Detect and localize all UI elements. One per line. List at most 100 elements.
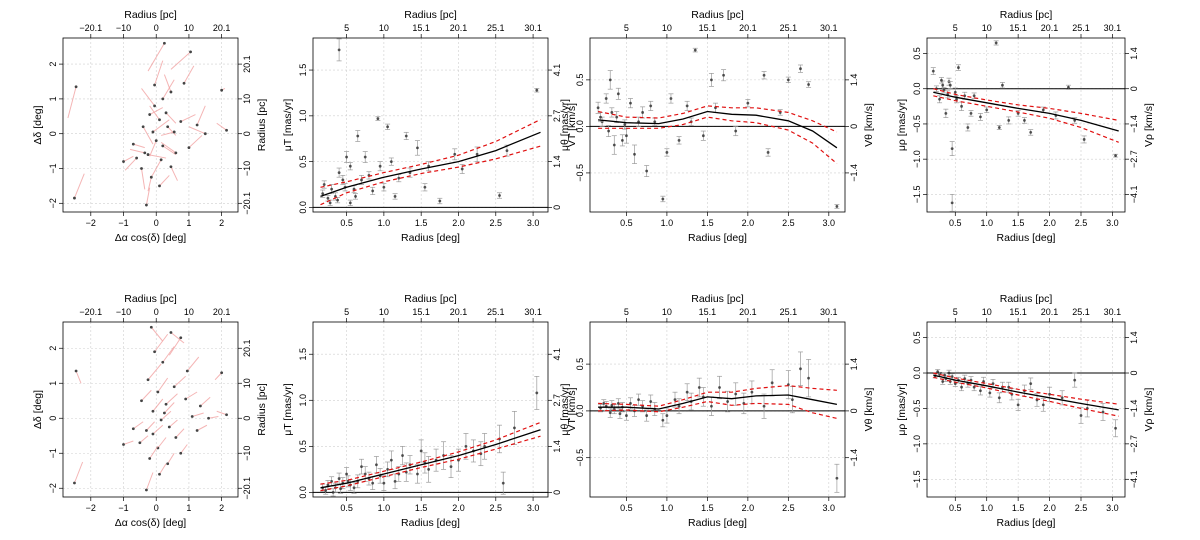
data-point [386, 125, 390, 129]
motion-vector [196, 424, 208, 431]
motion-vector [162, 79, 175, 100]
data-point [608, 78, 612, 82]
x-tick-label: 1.5 [1012, 218, 1025, 228]
data-point [762, 404, 766, 408]
y-tick-label: −0.5 [575, 449, 585, 467]
x-tick-label: 2 [219, 218, 224, 228]
top-tick-label: 5 [344, 307, 349, 317]
right-tick-label: 1.4 [849, 74, 859, 87]
data-point [685, 390, 689, 394]
x-tick-label: 0.5 [620, 503, 633, 513]
right-tick-label: −20.1 [242, 192, 252, 215]
data-point [665, 151, 669, 154]
data-point [950, 201, 954, 205]
star-point [169, 165, 173, 169]
data-point [835, 476, 839, 480]
data-point [371, 189, 375, 193]
data-point [360, 178, 363, 182]
top-axis-title: Radius [pc] [124, 293, 177, 305]
x-axis-title: Radius [deg] [688, 232, 747, 244]
data-point [734, 129, 738, 133]
data-point [625, 414, 628, 417]
data-point [475, 152, 479, 156]
star-point [131, 427, 135, 431]
star-point [153, 83, 156, 87]
x-tick-label: 2.5 [490, 503, 503, 513]
right-tick-label: −1.4 [1129, 400, 1139, 418]
right-axis-title: Vθ [km/s] [863, 388, 875, 432]
data-point [770, 381, 774, 385]
data-point [498, 194, 501, 197]
top-tick-label: 15.1 [699, 307, 717, 317]
x-tick-label: −1 [118, 218, 128, 228]
top-tick-label: 5 [953, 307, 958, 317]
data-point [944, 111, 948, 115]
motion-vector [162, 346, 175, 363]
motion-vector [170, 332, 185, 344]
y-tick-label: 0 [48, 416, 58, 421]
y-tick-label: 0.0 [298, 486, 308, 499]
x-tick-label: 0.5 [949, 218, 962, 228]
data-point [322, 183, 326, 186]
data-point [673, 398, 677, 402]
data-point [345, 155, 348, 159]
y-axis-title: μT [mas/yr] [282, 99, 294, 152]
top-axis-title: Radius [pc] [404, 9, 457, 21]
motion-vector [173, 375, 187, 388]
star-point [74, 85, 78, 89]
motion-vector [170, 51, 191, 70]
x-tick-label: 2.5 [1075, 218, 1088, 228]
y-axis-title: Δδ [deg] [32, 105, 44, 144]
y-tick-label: −0.5 [912, 400, 922, 418]
motion-vector [147, 177, 152, 192]
panel-r1p1 [309, 318, 552, 501]
top-tick-label: 10 [982, 307, 992, 317]
motion-vector [149, 140, 157, 157]
data-point [641, 111, 645, 114]
star-point [159, 158, 163, 162]
ci-upper-line [598, 384, 837, 407]
star-point [220, 88, 224, 92]
y-tick-label: 0 [48, 131, 58, 136]
top-tick-label: 25.1 [487, 23, 505, 33]
x-tick-label: 1.0 [661, 503, 674, 513]
star-point [138, 441, 142, 445]
motion-vector [168, 337, 182, 356]
motion-vector [145, 472, 154, 491]
data-point [766, 151, 770, 154]
top-tick-label: 10 [662, 307, 672, 317]
data-point [464, 444, 468, 448]
data-point [936, 370, 940, 373]
star-point [146, 153, 150, 156]
star-point [122, 160, 125, 163]
top-tick-label: 20.1 [213, 23, 231, 33]
data-point [1001, 83, 1004, 87]
star-point [167, 425, 171, 429]
motion-vector [157, 377, 169, 393]
data-point [947, 371, 951, 375]
star-point [73, 481, 76, 485]
top-axis-title: Radius [pc] [1000, 293, 1053, 305]
plot-area [927, 40, 1125, 212]
motion-vector [154, 333, 169, 353]
top-tick-label: −20.1 [79, 23, 102, 33]
x-tick-label: 1.5 [701, 218, 714, 228]
x-tick-label: 0.5 [949, 503, 962, 513]
star-point [182, 81, 186, 85]
star-point [151, 130, 155, 134]
data-point [616, 92, 620, 96]
data-point [354, 195, 357, 198]
right-tick-label: −10 [242, 161, 252, 176]
data-point [1060, 396, 1064, 400]
data-point [649, 400, 653, 403]
data-point [331, 490, 335, 494]
plot-area [67, 41, 228, 207]
y-tick-label: 1.5 [298, 64, 308, 77]
y-tick-label: −1.0 [912, 150, 922, 168]
data-point [1114, 426, 1117, 430]
star-point [158, 118, 161, 122]
x-tick-label: 2.0 [452, 218, 465, 228]
data-point [607, 129, 611, 133]
star-point [148, 113, 152, 116]
motion-vector [123, 155, 134, 162]
